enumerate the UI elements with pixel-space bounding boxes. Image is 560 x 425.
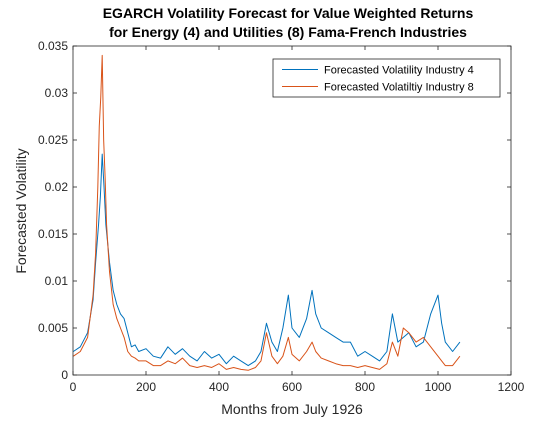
y-tick-label: 0.01: [45, 274, 69, 288]
y-axis-ticks: 0 0.005 0.01 0.015 0.02 0.025 0.03 0.035: [38, 39, 511, 382]
x-tick-label: 1200: [498, 380, 525, 394]
legend-box: [272, 58, 501, 98]
x-axis-ticks: 0 200 400 600 800 1000 1200: [70, 46, 525, 394]
y-tick-label: 0.03: [45, 86, 69, 100]
y-tick-label: 0.035: [38, 39, 68, 53]
y-tick-label: 0.025: [38, 133, 68, 147]
x-tick-label: 400: [209, 380, 229, 394]
y-tick-label: 0: [61, 368, 68, 382]
x-tick-label: 0: [70, 380, 77, 394]
x-tick-label: 200: [136, 380, 156, 394]
x-tick-label: 600: [282, 380, 302, 394]
y-axis-label: Forecasted Volatility: [13, 148, 29, 273]
series-line-industry-4: [73, 153, 461, 367]
y-tick-label: 0.005: [38, 321, 68, 335]
legend: Forecasted Volatility Industry 4 Forecas…: [272, 58, 501, 98]
chart-subtitle: for Energy (4) and Utilities (8) Fama-Fr…: [109, 24, 467, 40]
x-tick-label: 1000: [425, 380, 452, 394]
chart-title: EGARCH Volatility Forecast for Value Wei…: [103, 5, 474, 21]
legend-label-industry-4: Forecasted Volatility Industry 4: [324, 65, 474, 77]
legend-label-industry-8: Forecasted Volatiltiy Industry 8: [324, 82, 474, 94]
y-tick-label: 0.02: [45, 180, 69, 194]
series-line-industry-8: [73, 54, 461, 371]
y-tick-label: 0.015: [38, 227, 68, 241]
x-tick-label: 800: [355, 380, 375, 394]
plot-area: [73, 46, 511, 375]
series-layer: [73, 54, 461, 371]
x-axis-label: Months from July 1926: [221, 401, 363, 417]
